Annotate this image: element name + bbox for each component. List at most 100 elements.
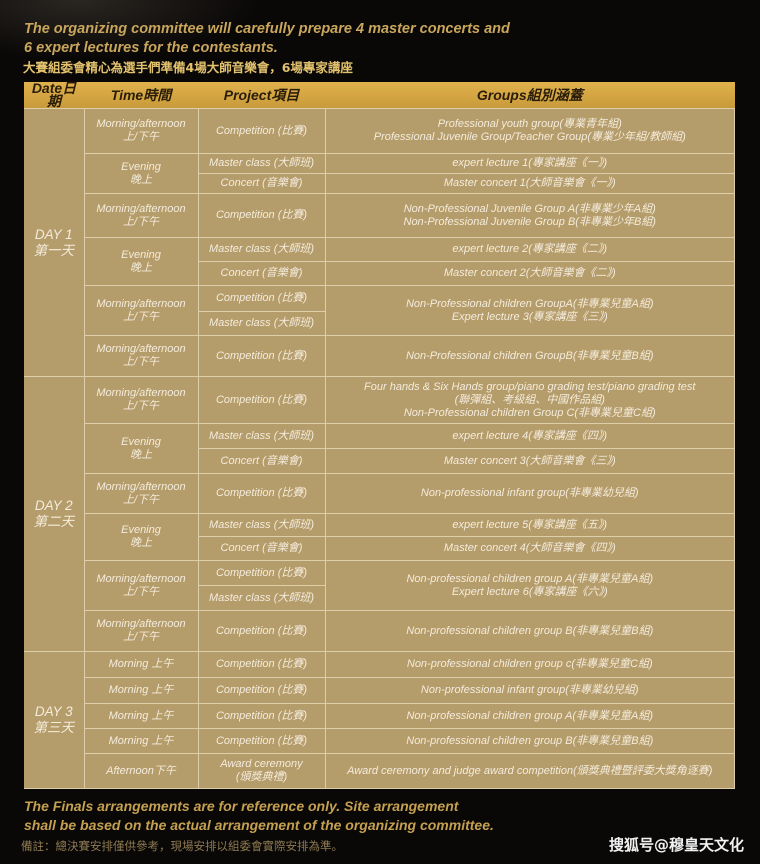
groups-cell: Non-professional infant group(非專業幼兒組) [324,677,735,704]
table-row: DAY 2 第二天 Morning/afternoon 上/下午 Competiti… [24,376,735,652]
groups-cell: Four hands & Six Hands group/piano gradi… [324,376,735,424]
table-row: Morning 上午 Competition (比賽) Non-profession… [24,703,735,729]
table-row: DAY 3 第三天 Morning 上午 Competition (比賽) Non-p… [24,651,735,789]
project-cell: Competition (比賽) [197,728,326,754]
intro-line-1: The organizing committee will carefully … [24,21,510,37]
groups-cell: Professional youth group(專業青年組) Professi… [324,108,735,154]
project-cell: Competition (比賽) [197,376,326,424]
table-row: DAY 1 第一天 Morning/afternoon 上/下午 Competiti… [24,108,735,377]
groups-cell: Master concert 2(大師音樂會《二》) [324,261,735,286]
groups-cell: Non-professional infant group(非專業幼兒組) [324,473,735,514]
groups-cell: Master concert 3(大師音樂會《三》) [324,448,735,474]
time-cell: Morning/afternoon 上/下午 [83,473,199,514]
project-cell: Competition (比賽) [197,285,326,312]
footer-line-2: shall be based on the actual arrangement… [24,817,494,833]
project-cell: Concert (音樂會) [197,261,326,286]
groups-cell: Non-professional children group A(非專業兒童A… [324,703,735,729]
project-cell: Master class (大師班) [197,423,326,449]
intro-chinese: 大賽組委會精心為選手們準備4場大師音樂會，6場專家講座 [23,60,353,75]
groups-cell: Award ceremony and judge award competiti… [324,753,735,789]
table-row: Morning/afternoon 上/下午 Competition (比賽) No… [24,193,735,238]
header-time: Time時間 [84,82,198,109]
time-cell: Morning/afternoon 上/下午 [83,376,199,424]
project-cell: Competition (比賽) [197,473,326,514]
table-row: Morning/afternoon 上/下午 Competition (比賽) No… [24,560,735,611]
project-cell: Competition (比賽) [197,560,326,586]
groups-cell: Non-professional children group B(非專業兒童B… [324,610,735,652]
table-row: Master class (大師班) [24,585,735,611]
time-cell: Morning/afternoon 上/下午 [83,560,199,611]
table-row: Morning 上午 Competition (比賽) Non-profession… [24,677,735,704]
footer-line-1: The Finals arrangements are for referenc… [24,798,459,814]
table-row: Morning/afternoon 上/下午 Competition (比賽) No… [24,610,735,652]
project-cell: Competition (比賽) [197,610,326,652]
project-cell: Master class (大師班) [197,585,326,611]
table-row: Morning 上午 Competition (比賽) Non-profession… [24,728,735,754]
table-row: Evening 晚上 Master class (大師班) expert lectu… [24,423,735,474]
table-row: Morning/afternoon 上/下午 Competition (比賽) No… [24,473,735,514]
header-row: Date日期 Time時間 Project項目 Groups組別涵蓋 [24,81,735,109]
project-cell: Award ceremony (頒獎典禮) [197,753,326,789]
table-row: Concert (音樂會) Master concert 3(大師音樂會《三》) [24,448,735,474]
groups-cell: Non-professional children group c(非專業兒童C… [324,651,735,678]
time-cell: Morning/afternoon 上/下午 [83,610,199,652]
groups-cell: Non-Professional Juvenile Group A(非專業少年A… [324,193,735,238]
header-groups: Groups組別涵蓋 [325,82,735,109]
intro-line-2: 6 expert lectures for the contestants. [24,40,278,56]
project-cell: Competition (比賽) [197,703,326,729]
table-row: Evening 晚上 Master class (大師班) expert lectu… [24,513,735,561]
time-cell: Evening 晚上 [83,237,199,286]
project-cell: Concert (音樂會) [197,536,326,561]
table-row: Morning/afternoon 上/下午 Competition (比賽) No… [24,335,735,377]
project-cell: Competition (比賽) [197,651,326,678]
background-glow [0,0,260,60]
schedule-table: Date日期 Time時間 Project項目 Groups組別涵蓋 DAY 1… [24,81,735,789]
time-cell: Morning 上午 [83,728,199,754]
footer-note-chinese: 備註：總決賽安排僅供參考，現場安排以組委會實際安排為準。 [21,839,343,853]
time-cell: Afternoon下午 [83,753,199,789]
day-label: DAY 3 第三天 [24,651,85,789]
day-label: DAY 1 第一天 [24,108,85,377]
project-cell: Master class (大師班) [197,513,326,537]
time-cell: Evening 晚上 [83,423,199,474]
groups-cell: Master concert 1(大師音樂會《一》) [324,173,735,194]
groups-cell: expert lecture 4(專家講座《四》) [324,423,735,449]
schedule-body: DAY 1 第一天 Morning/afternoon 上/下午 Competiti… [24,108,735,789]
groups-cell: Non-professional children group B(非專業兒童B… [324,728,735,754]
project-cell: Competition (比賽) [197,335,326,377]
table-row: Master class (大師班) [24,311,735,336]
time-cell: Morning 上午 [83,703,199,729]
groups-cell: expert lecture 5(專家講座《五》) [324,513,735,537]
day-label: DAY 2 第二天 [24,376,85,652]
time-cell: Evening 晚上 [83,513,199,561]
groups-cell: Non-Professional children GroupB(非專業兒童B組… [324,335,735,377]
time-cell: Morning/afternoon 上/下午 [83,193,199,238]
table-row: Evening 晚上 Master class (大師班) expert lectu… [24,237,735,286]
project-cell: Master class (大師班) [197,153,326,174]
header-project: Project項目 [198,82,325,109]
intro-text: The organizing committee will carefully … [24,20,510,58]
time-cell: Morning/afternoon 上/下午 [83,108,199,154]
project-cell: Master class (大師班) [197,237,326,262]
groups-cell: Master concert 4(大師音樂會《四》) [324,536,735,561]
table-row: Concert (音樂會) Master concert 2(大師音樂會《二》) [24,261,735,286]
project-cell: Concert (音樂會) [197,448,326,474]
groups-cell: expert lecture 1(專家講座《一》) [324,153,735,174]
project-cell: Competition (比賽) [197,108,326,154]
time-cell: Morning 上午 [83,651,199,678]
time-cell: Morning 上午 [83,677,199,704]
groups-cell: Non-Professional children GroupA(非專業兒童A組… [324,285,735,336]
project-cell: Competition (比賽) [197,677,326,704]
table-row: Evening 晚上 Master class (大師班) expert lectu… [24,153,735,194]
time-cell: Morning/afternoon 上/下午 [83,335,199,377]
time-cell: Evening 晚上 [83,153,199,194]
footer-note: The Finals arrangements are for referenc… [24,797,494,835]
project-cell: Master class (大師班) [197,311,326,336]
project-cell: Concert (音樂會) [197,173,326,194]
time-cell: Morning/afternoon 上/下午 [83,285,199,336]
watermark: 搜狐号@穆皇天文化 [608,836,744,854]
groups-cell: Non-professional children group A(非專業兒童A… [324,560,735,611]
table-row: Concert (音樂會) Master concert 4(大師音樂會《四》) [24,536,735,561]
table-row: Morning/afternoon 上/下午 Competition (比賽) No… [24,285,735,336]
header-date: Date日期 [24,81,84,109]
